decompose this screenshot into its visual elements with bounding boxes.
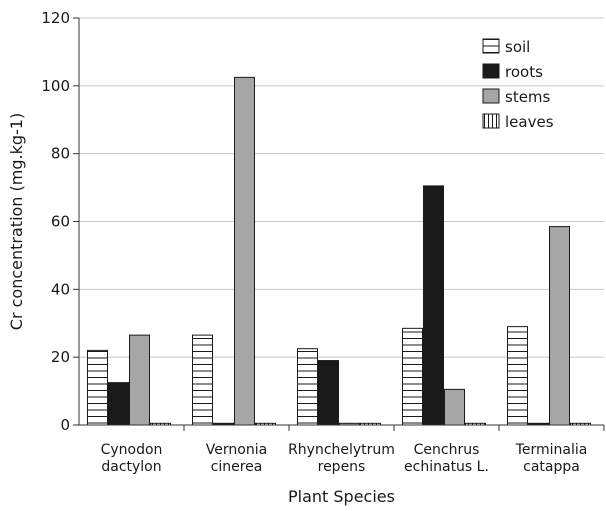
y-tick-label: 20	[51, 348, 70, 366]
legend-swatch-soil	[482, 38, 500, 54]
x-category-label: Vernonia	[206, 442, 267, 458]
bar-soil	[297, 348, 318, 426]
bars	[87, 76, 591, 426]
x-category-label: Terminalia	[515, 442, 588, 458]
x-category-label: echinatus L.	[404, 459, 489, 475]
y-axis-title: Cr concentration (mg.kg-1)	[7, 113, 26, 330]
x-category-label: repens	[318, 459, 366, 475]
y-tick-label: 80	[51, 145, 70, 163]
bar-soil	[192, 334, 213, 426]
bar-soil	[507, 326, 528, 426]
bar-soil	[87, 349, 108, 426]
bar-stems	[129, 334, 150, 426]
legend-label-soil: soil	[505, 38, 530, 56]
x-category-label: dactylon	[101, 459, 161, 475]
bar-roots	[318, 360, 339, 426]
legend: soil roots stems leaves	[482, 38, 554, 131]
y-tick-label: 100	[41, 77, 70, 95]
bar-stems	[549, 226, 570, 426]
bar-stems	[444, 388, 465, 426]
x-category-label: cinerea	[211, 459, 263, 475]
bar-roots	[423, 185, 444, 426]
y-tick-label: 120	[41, 9, 70, 27]
legend-label-leaves: leaves	[505, 113, 554, 131]
x-category-label: Cenchrus	[414, 442, 480, 458]
x-category-label: catappa	[523, 459, 580, 475]
legend-label-stems: stems	[505, 88, 551, 106]
x-category-label: Cynodon	[101, 442, 163, 458]
y-tick-label: 0	[60, 416, 70, 434]
y-tick-label: 40	[51, 280, 70, 298]
axes	[73, 17, 605, 431]
x-category-label: Rhynchelytrum	[288, 442, 395, 458]
legend-swatch-leaves	[482, 113, 500, 129]
x-axis-title: Plant Species	[288, 487, 395, 506]
legend-label-roots: roots	[505, 63, 543, 81]
legend-swatch-roots	[482, 63, 500, 79]
bar-roots	[108, 382, 129, 426]
y-tick-label: 60	[51, 213, 70, 231]
bar-stems	[234, 76, 255, 426]
bar-soil	[402, 327, 423, 426]
legend-swatch-stems	[482, 88, 500, 104]
